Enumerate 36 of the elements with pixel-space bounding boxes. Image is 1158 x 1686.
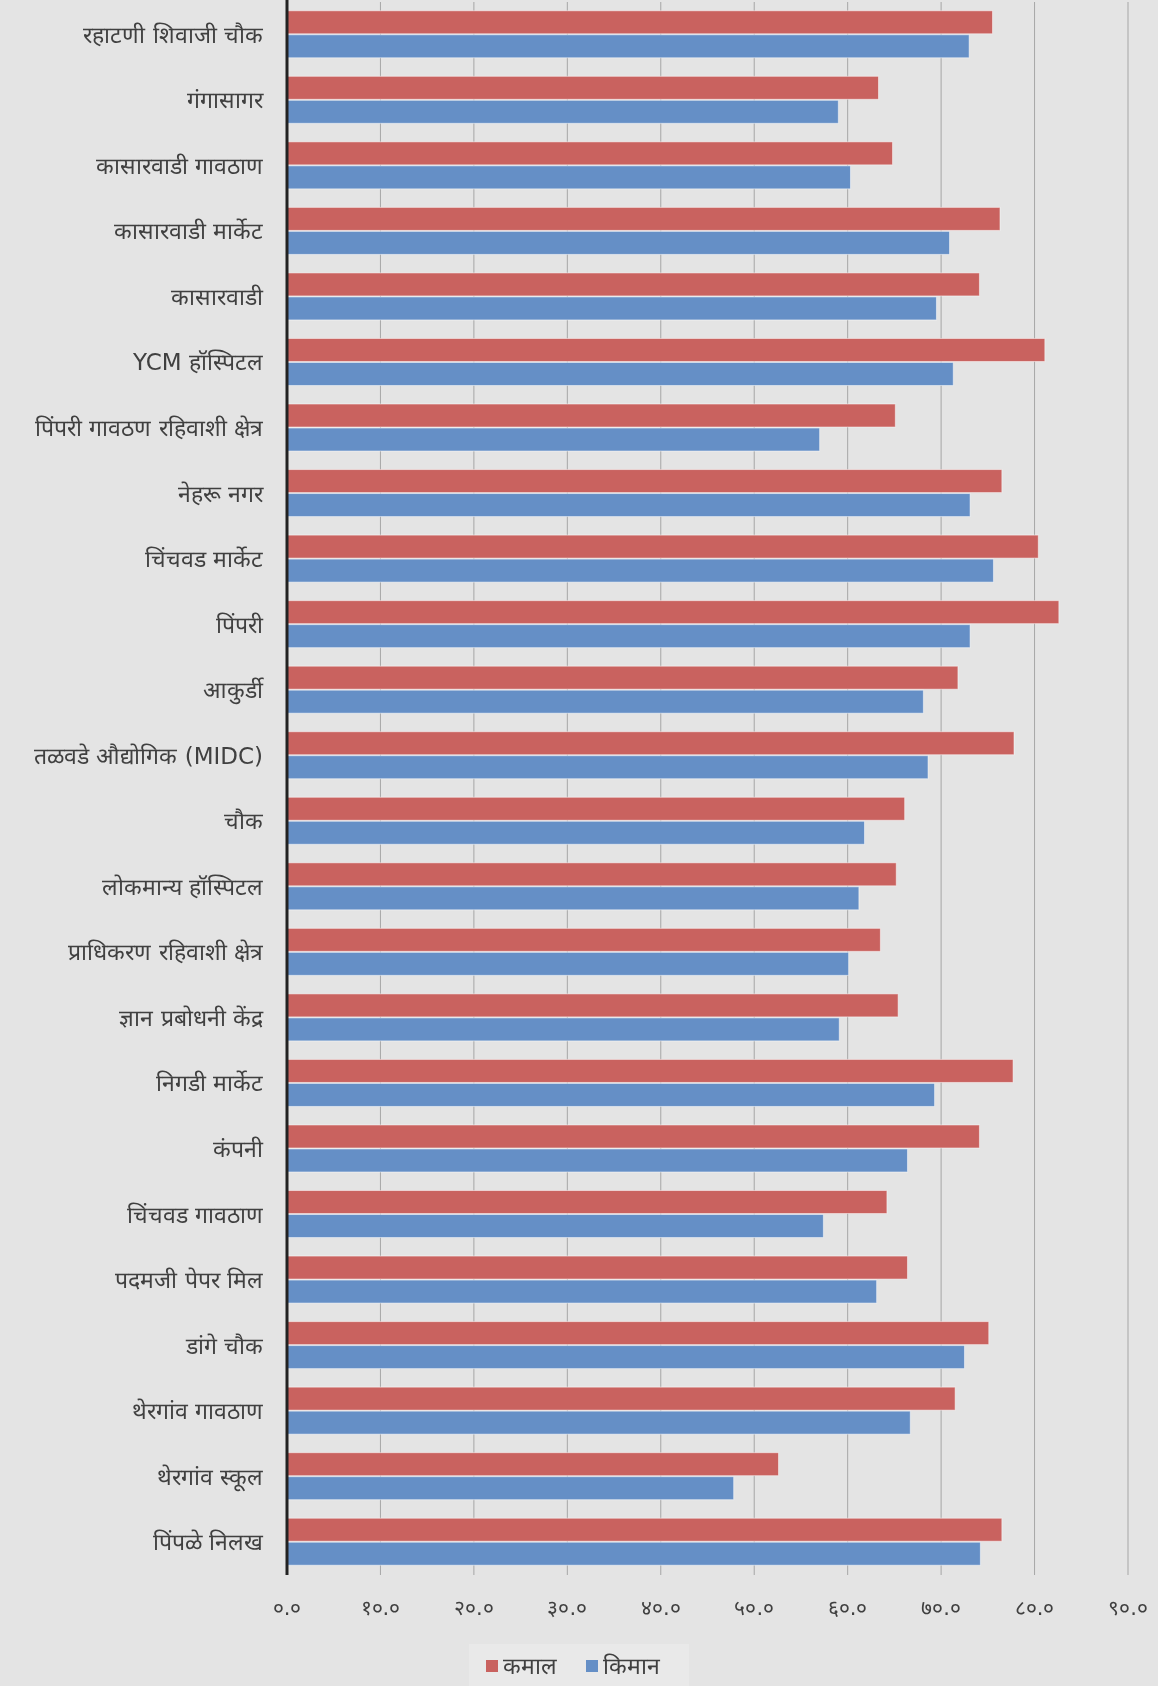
y-tick-label: YCM हॉस्पिटल <box>131 349 263 376</box>
y-tick-label: कासारवाडी गावठाण <box>95 152 263 179</box>
y-tick-label: पिंपळे निलख <box>152 1529 264 1556</box>
x-tick-label: २०.० <box>454 1596 494 1620</box>
y-tick-label: पिंपरी गावठण रहिवाशी क्षेत्र <box>35 415 264 442</box>
x-tick-label: ४०.० <box>640 1596 681 1620</box>
y-tick-label: चौक <box>224 808 264 835</box>
x-tick-label: १०.० <box>360 1596 401 1620</box>
y-tick-label: कासारवाडी <box>171 283 264 310</box>
y-tick-label: पिंपरी <box>216 611 264 638</box>
x-tick-label: ७०.० <box>921 1596 961 1620</box>
y-tick-label: डांगे चौक <box>184 1332 264 1359</box>
x-tick-label: ५०.० <box>734 1596 775 1620</box>
x-tick-label: ३०.० <box>547 1596 588 1620</box>
y-tick-label: कंपनी <box>213 1135 264 1162</box>
y-tick-label: चिंचवड मार्केट <box>144 546 263 573</box>
legend-label: कमाल <box>503 1653 557 1679</box>
y-tick-label: थेरगांव स्कूल <box>156 1463 263 1492</box>
y-tick-label: चिंचवड गावठाण <box>126 1201 263 1228</box>
y-tick-label: निगडी मार्केट <box>155 1070 263 1097</box>
legend-label: किमान <box>603 1653 661 1679</box>
y-tick-label: प्राधिकरण रहिवाशी क्षेत्र <box>68 939 264 966</box>
x-tick-label: ६०.० <box>827 1596 868 1620</box>
y-tick-label: गंगासागर <box>187 87 264 114</box>
y-tick-label: तळवडे औद्योगिक (MIDC) <box>34 742 263 769</box>
y-tick-label: थेरगांव गावठाण <box>131 1398 263 1425</box>
y-tick-label: आकुर्डी <box>203 677 264 706</box>
y-tick-label: पदमजी पेपर मिल <box>115 1267 263 1294</box>
y-tick-label: ज्ञान प्रबोधनी केंद्र <box>119 1004 264 1031</box>
x-tick-label: ८०.० <box>1014 1596 1055 1620</box>
x-tick-label: ०.० <box>272 1596 302 1620</box>
y-tick-label: रहाटणी शिवाजी चौक <box>83 21 264 48</box>
y-tick-label: लोकमान्य हॉस्पिटल <box>101 873 263 900</box>
y-tick-label: कासारवाडी मार्केट <box>113 218 263 245</box>
x-tick-label: ९०.० <box>1108 1596 1148 1620</box>
y-tick-label: नेहरू नगर <box>177 480 264 507</box>
